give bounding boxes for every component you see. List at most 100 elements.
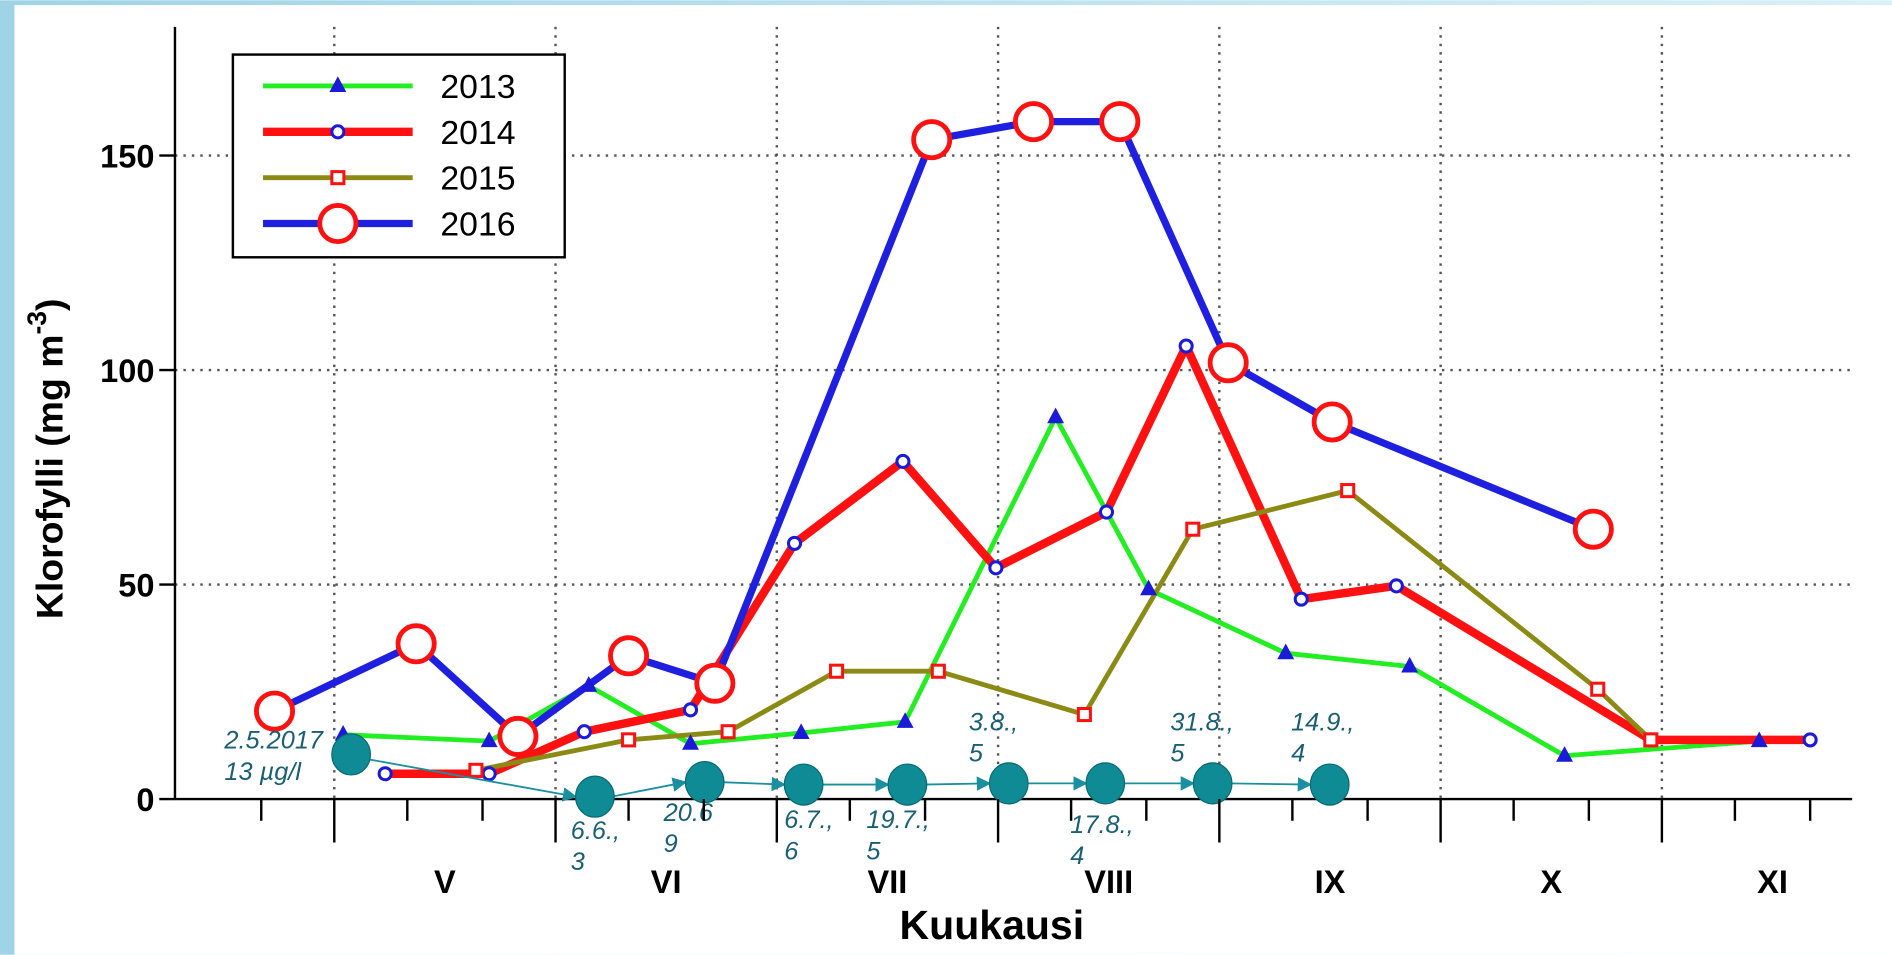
- legend-label: 2013: [440, 68, 515, 106]
- marker: [1098, 504, 1115, 520]
- marker: [576, 724, 592, 740]
- annotation: 19.7.,: [866, 806, 929, 834]
- y-tick-label: 100: [100, 353, 154, 389]
- marker: [1556, 746, 1573, 762]
- annotation-dot: [1309, 763, 1350, 806]
- marker: [1277, 643, 1295, 660]
- marker: [580, 676, 598, 692]
- x-tick-label: X: [1540, 864, 1562, 900]
- annotation: 3: [571, 848, 585, 876]
- annotation: 2.5.2017: [223, 726, 324, 754]
- marker: [480, 731, 498, 748]
- annotations: 2.5.2017 13 µg/l 6.6., 3 20.6 9 6.7., 6 19.7., 5 3…: [223, 708, 1354, 876]
- marker: [468, 762, 484, 778]
- annotation-arrow: [367, 758, 578, 802]
- annotation: 9: [664, 830, 678, 858]
- legend-label: 2016: [440, 206, 515, 244]
- annotation-dot: [887, 763, 928, 806]
- annotation: 3.8.,: [969, 708, 1018, 736]
- annotation-dot: [574, 775, 615, 818]
- marker: [1047, 407, 1065, 424]
- marker: [682, 734, 699, 750]
- marker: [330, 124, 346, 140]
- plot-area: [254, 101, 1818, 782]
- marker: [1401, 656, 1419, 673]
- annotation-arrow: [924, 776, 992, 791]
- marker: [1572, 508, 1614, 550]
- annotation-dot: [684, 761, 725, 804]
- x-tick-label: IX: [1315, 864, 1346, 900]
- annotation-dot: [1085, 762, 1126, 805]
- marker: [1590, 681, 1606, 697]
- series-line: [475, 488, 1653, 773]
- annotation: 6: [784, 837, 799, 865]
- marker: [895, 453, 911, 469]
- marker: [254, 690, 296, 732]
- marker: [330, 170, 346, 186]
- marker: [481, 766, 497, 782]
- annotation: 20.6: [663, 799, 714, 827]
- marker: [1643, 732, 1659, 748]
- marker: [1388, 578, 1404, 594]
- marker: [621, 732, 637, 748]
- y-axis-label: Klorofylli (mg m-3): [22, 298, 71, 619]
- marker: [1311, 401, 1353, 443]
- annotation: 4: [1291, 740, 1305, 768]
- annotation: 31.8.,: [1170, 708, 1233, 736]
- marker: [1185, 521, 1201, 537]
- annotation: 5: [1170, 740, 1185, 768]
- marker: [317, 202, 359, 245]
- y-tick-label: 50: [118, 568, 154, 604]
- x-axis-label: Kuukausi: [900, 902, 1085, 948]
- marker: [1750, 731, 1768, 748]
- annotation: 14.9.,: [1291, 708, 1354, 736]
- marker: [395, 623, 437, 665]
- x-tick-label: VI: [651, 864, 682, 900]
- annotation-arrow: [1229, 777, 1313, 792]
- annotation: 5: [866, 837, 881, 865]
- marker: [1178, 338, 1194, 354]
- x-tick-label: XI: [1757, 864, 1788, 900]
- marker: [1099, 101, 1141, 143]
- annotation: 6.6.,: [571, 817, 620, 845]
- legend: 2013 2014 2015 2016: [231, 53, 566, 259]
- marker: [720, 724, 736, 740]
- y-tick-label: 0: [136, 782, 154, 818]
- marker: [497, 715, 539, 757]
- annotation: 13 µg/l: [224, 758, 302, 786]
- marker: [792, 723, 810, 740]
- marker: [896, 712, 914, 728]
- annotation: 17.8.,: [1070, 811, 1133, 839]
- annotation-arrow: [721, 776, 787, 792]
- marker: [1802, 732, 1818, 748]
- x-tick-label: VIII: [1084, 864, 1133, 900]
- marker: [682, 702, 699, 718]
- annotation: 4: [1070, 842, 1084, 870]
- marker: [1340, 483, 1356, 499]
- annotation: 5: [969, 740, 984, 768]
- marker: [1076, 707, 1092, 723]
- marker: [1012, 101, 1054, 143]
- marker: [1207, 342, 1249, 384]
- legend-label: 2015: [440, 160, 515, 198]
- annotation-dot: [783, 763, 824, 806]
- marker: [786, 535, 803, 551]
- marker: [988, 560, 1004, 576]
- marker: [1140, 579, 1157, 596]
- marker: [930, 663, 946, 679]
- marker: [1293, 591, 1309, 607]
- marker: [911, 119, 953, 161]
- marker: [829, 663, 845, 679]
- marker: [608, 635, 650, 677]
- marker: [329, 76, 347, 92]
- annotation: 6.7.,: [784, 806, 833, 834]
- marker: [377, 766, 393, 782]
- x-tick-label: VII: [868, 864, 908, 900]
- annotation-dot: [331, 733, 372, 776]
- marker: [694, 662, 736, 704]
- y-tick-label: 150: [100, 139, 154, 175]
- legend-label: 2014: [440, 114, 515, 152]
- annotation-arrow: [611, 777, 688, 798]
